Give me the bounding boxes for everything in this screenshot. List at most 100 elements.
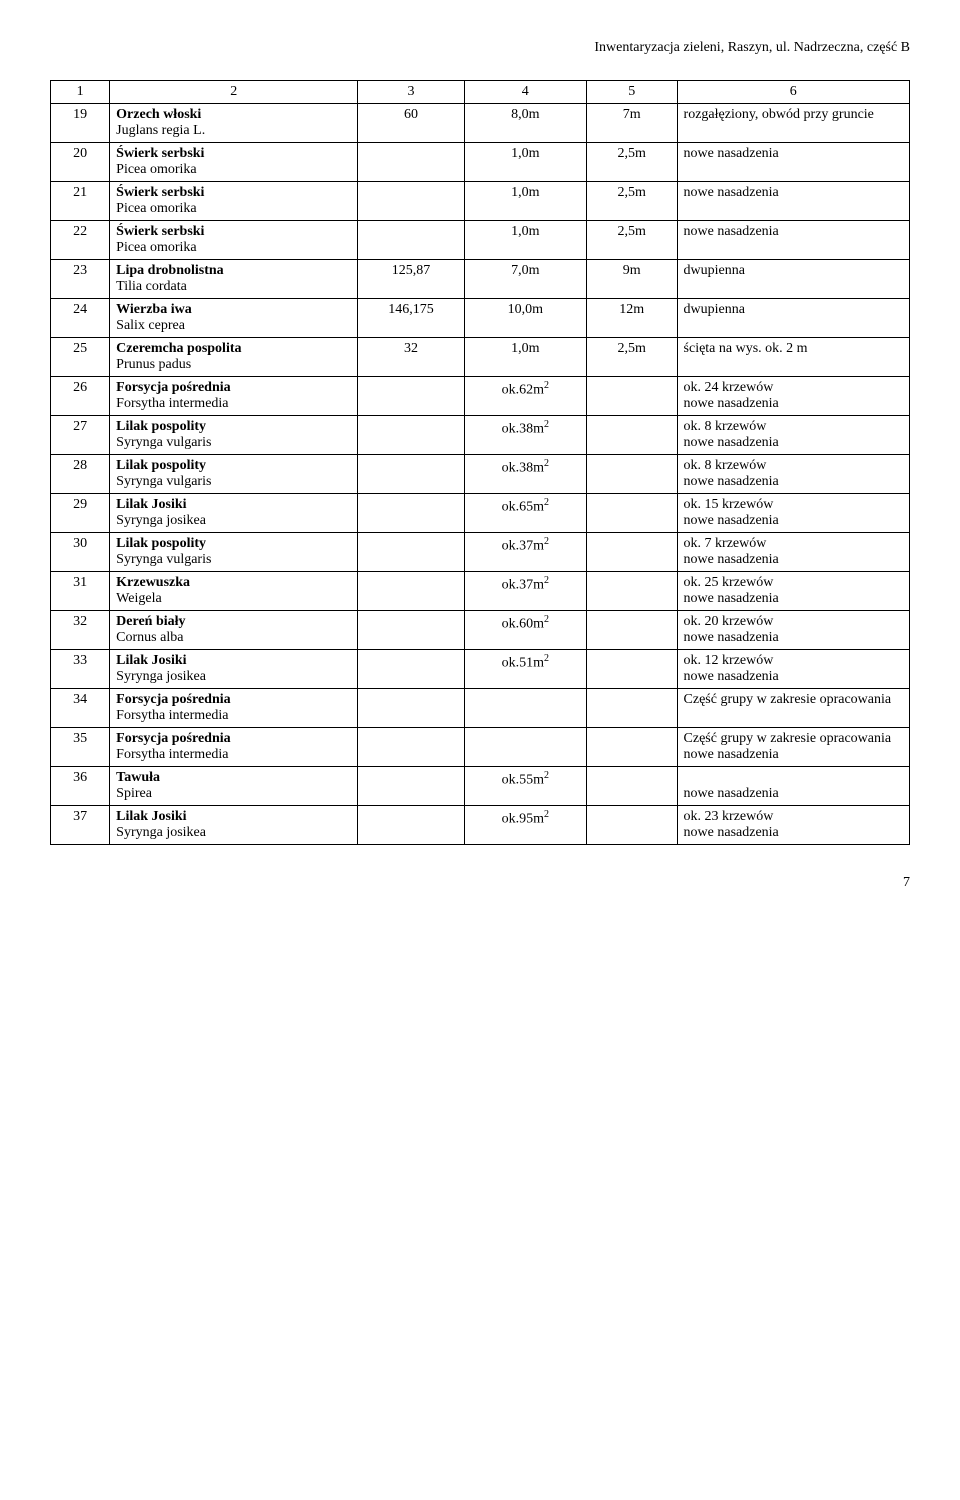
col3-value bbox=[358, 143, 464, 182]
species-cell: Orzech włoskiJuglans regia L. bbox=[110, 104, 358, 143]
species-name-latin: Forsytha intermedia bbox=[116, 396, 228, 411]
species-cell: Forsycja pośredniaForsytha intermedia bbox=[110, 689, 358, 728]
col3-value: 32 bbox=[358, 338, 464, 377]
table-row: 23Lipa drobnolistnaTilia cordata125,877,… bbox=[51, 260, 910, 299]
col3-value bbox=[358, 182, 464, 221]
table-row: 37Lilak JosikiSyrynga josikeaok.95m2ok. … bbox=[51, 806, 910, 845]
species-cell: Świerk serbskiPicea omorika bbox=[110, 182, 358, 221]
table-row: 31KrzewuszkaWeigelaok.37m2ok. 25 krzewów… bbox=[51, 572, 910, 611]
species-name-latin: Cornus alba bbox=[116, 630, 183, 645]
table-row: 30Lilak pospolitySyrynga vulgarisok.37m2… bbox=[51, 533, 910, 572]
species-name-latin: Forsytha intermedia bbox=[116, 708, 228, 723]
col5-value bbox=[586, 455, 677, 494]
remarks-cell: ścięta na wys. ok. 2 m bbox=[677, 338, 909, 377]
col-header-1: 1 bbox=[51, 81, 110, 104]
table-row: 33Lilak JosikiSyrynga josikeaok.51m2ok. … bbox=[51, 650, 910, 689]
table-row: 24Wierzba iwaSalix ceprea146,17510,0m12m… bbox=[51, 299, 910, 338]
species-cell: Wierzba iwaSalix ceprea bbox=[110, 299, 358, 338]
species-name-latin: Spirea bbox=[116, 786, 152, 801]
row-number: 29 bbox=[51, 494, 110, 533]
species-name-bold: Wierzba iwa bbox=[116, 302, 192, 317]
species-name-bold: Forsycja pośrednia bbox=[116, 731, 230, 746]
col3-value bbox=[358, 533, 464, 572]
col4-value: ok.37m2 bbox=[464, 533, 586, 572]
species-cell: Lilak pospolitySyrynga vulgaris bbox=[110, 455, 358, 494]
table-row: 28Lilak pospolitySyrynga vulgarisok.38m2… bbox=[51, 455, 910, 494]
remarks-cell: rozgałęziony, obwód przy gruncie bbox=[677, 104, 909, 143]
col4-value: ok.60m2 bbox=[464, 611, 586, 650]
species-name-latin: Syrynga josikea bbox=[116, 669, 206, 684]
remarks-cell: nowe nasadzenia bbox=[677, 221, 909, 260]
remarks-cell: ok. 25 krzewównowe nasadzenia bbox=[677, 572, 909, 611]
col5-value bbox=[586, 650, 677, 689]
col4-value bbox=[464, 728, 586, 767]
remarks-cell: dwupienna bbox=[677, 299, 909, 338]
row-number: 34 bbox=[51, 689, 110, 728]
remarks-cell: nowe nasadzenia bbox=[677, 182, 909, 221]
col3-value bbox=[358, 377, 464, 416]
species-name-latin: Picea omorika bbox=[116, 201, 196, 216]
species-cell: Świerk serbskiPicea omorika bbox=[110, 221, 358, 260]
species-cell: TawułaSpirea bbox=[110, 767, 358, 806]
col4-value: 10,0m bbox=[464, 299, 586, 338]
col5-value bbox=[586, 533, 677, 572]
remarks-cell: Część grupy w zakresie opracowania bbox=[677, 689, 909, 728]
col3-value bbox=[358, 611, 464, 650]
col5-value bbox=[586, 494, 677, 533]
species-name-bold: Lilak pospolity bbox=[116, 458, 206, 473]
col3-value bbox=[358, 689, 464, 728]
col5-value bbox=[586, 416, 677, 455]
table-row: 21Świerk serbskiPicea omorika1,0m2,5mnow… bbox=[51, 182, 910, 221]
doc-header: Inwentaryzacja zieleni, Raszyn, ul. Nadr… bbox=[50, 40, 910, 56]
species-cell: Forsycja pośredniaForsytha intermedia bbox=[110, 377, 358, 416]
inventory-table: 1 2 3 4 5 6 19Orzech włoskiJuglans regia… bbox=[50, 80, 910, 845]
remarks-cell: ok. 7 krzewównowe nasadzenia bbox=[677, 533, 909, 572]
species-name-latin: Syrynga josikea bbox=[116, 825, 206, 840]
table-row: 25Czeremcha pospolitaPrunus padus321,0m2… bbox=[51, 338, 910, 377]
col5-value bbox=[586, 689, 677, 728]
species-cell: Świerk serbskiPicea omorika bbox=[110, 143, 358, 182]
col3-value bbox=[358, 494, 464, 533]
col4-value: 1,0m bbox=[464, 143, 586, 182]
col5-value bbox=[586, 728, 677, 767]
col3-value bbox=[358, 221, 464, 260]
col3-value bbox=[358, 728, 464, 767]
row-number: 37 bbox=[51, 806, 110, 845]
remarks-cell: ok. 15 krzewównowe nasadzenia bbox=[677, 494, 909, 533]
species-cell: Forsycja pośredniaForsytha intermedia bbox=[110, 728, 358, 767]
col4-value: ok.62m2 bbox=[464, 377, 586, 416]
row-number: 35 bbox=[51, 728, 110, 767]
remarks-cell: nowe nasadzenia bbox=[677, 143, 909, 182]
col3-value bbox=[358, 767, 464, 806]
species-name-latin: Picea omorika bbox=[116, 162, 196, 177]
species-name-latin: Picea omorika bbox=[116, 240, 196, 255]
row-number: 30 bbox=[51, 533, 110, 572]
col-header-4: 4 bbox=[464, 81, 586, 104]
row-number: 27 bbox=[51, 416, 110, 455]
col5-value bbox=[586, 377, 677, 416]
col4-value: ok.38m2 bbox=[464, 455, 586, 494]
col4-value: ok.65m2 bbox=[464, 494, 586, 533]
species-name-bold: Orzech włoski bbox=[116, 107, 201, 122]
species-name-bold: Świerk serbski bbox=[116, 146, 204, 161]
col4-value bbox=[464, 689, 586, 728]
col5-value: 2,5m bbox=[586, 338, 677, 377]
col5-value bbox=[586, 572, 677, 611]
remarks-cell: ok. 24 krzewównowe nasadzenia bbox=[677, 377, 909, 416]
species-cell: KrzewuszkaWeigela bbox=[110, 572, 358, 611]
species-name-bold: Lilak Josiki bbox=[116, 809, 186, 824]
species-name-latin: Weigela bbox=[116, 591, 162, 606]
row-number: 24 bbox=[51, 299, 110, 338]
table-row: 22Świerk serbskiPicea omorika1,0m2,5mnow… bbox=[51, 221, 910, 260]
col5-value: 12m bbox=[586, 299, 677, 338]
col5-value: 2,5m bbox=[586, 143, 677, 182]
remarks-cell: ok. 12 krzewównowe nasadzenia bbox=[677, 650, 909, 689]
table-row: 20Świerk serbskiPicea omorika1,0m2,5mnow… bbox=[51, 143, 910, 182]
remarks-cell: ok. 23 krzewównowe nasadzenia bbox=[677, 806, 909, 845]
col3-value bbox=[358, 806, 464, 845]
row-number: 33 bbox=[51, 650, 110, 689]
remarks-cell: Część grupy w zakresie opracowanianowe n… bbox=[677, 728, 909, 767]
remarks-cell: dwupienna bbox=[677, 260, 909, 299]
table-row: 27Lilak pospolitySyrynga vulgarisok.38m2… bbox=[51, 416, 910, 455]
col3-value bbox=[358, 455, 464, 494]
